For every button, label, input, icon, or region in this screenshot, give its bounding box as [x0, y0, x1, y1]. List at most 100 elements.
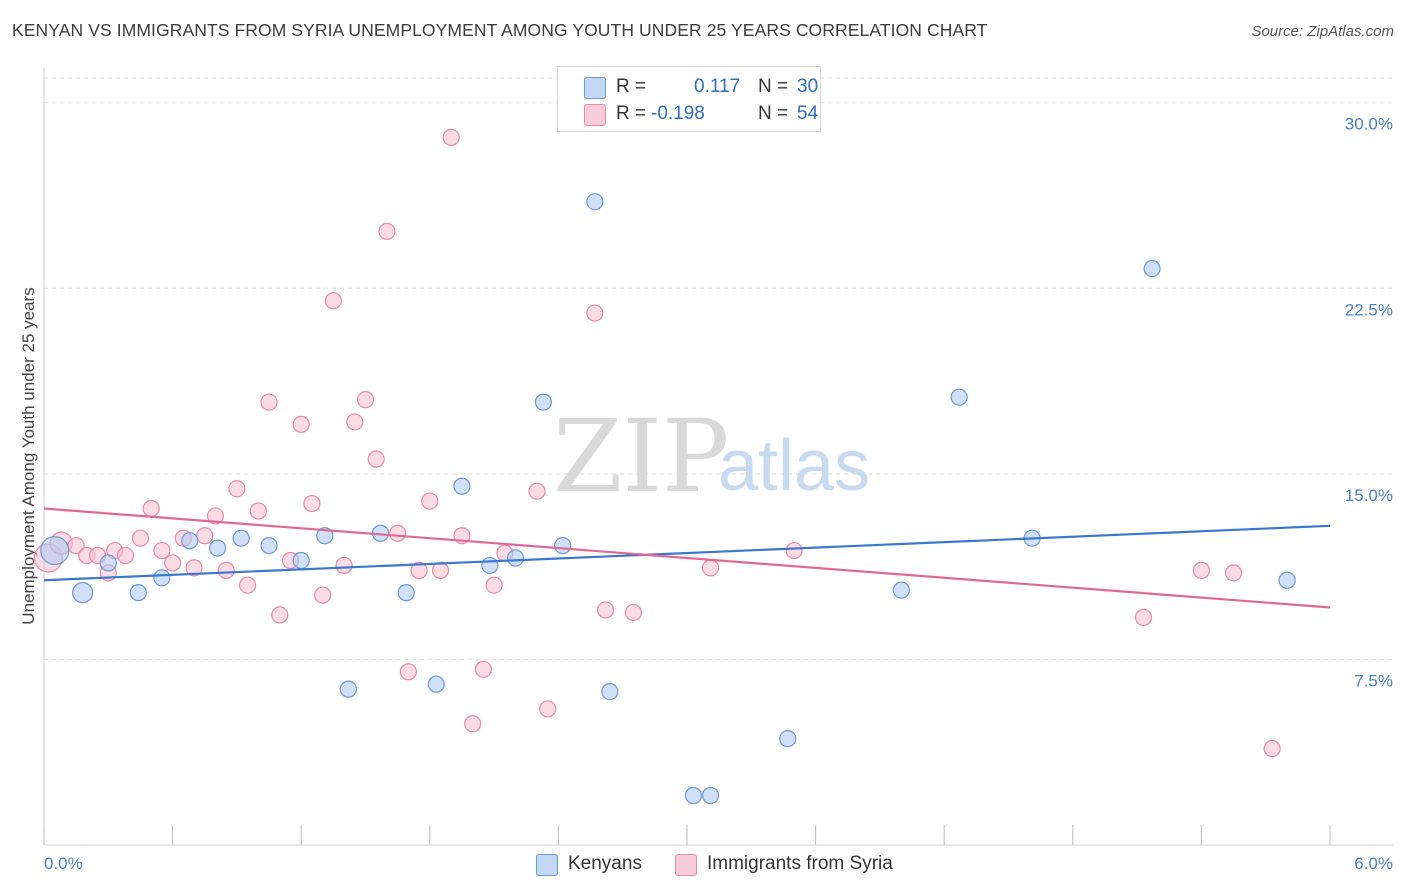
data-point-syria: [367, 450, 385, 468]
data-point-syria: [701, 559, 720, 577]
y-tick-label: 22.5%: [1345, 300, 1393, 319]
data-points: [33, 128, 1296, 805]
legend-r-label: R =: [616, 103, 647, 124]
data-point-syria: [346, 413, 364, 431]
data-point-kenyans: [950, 388, 968, 406]
data-point-syria: [164, 554, 182, 572]
data-point-syria: [260, 393, 278, 411]
data-point-kenyans: [453, 477, 471, 495]
data-point-kenyans: [316, 527, 334, 545]
data-point-kenyans: [586, 193, 604, 211]
trend-line-kenyans: [43, 524, 1331, 582]
data-point-kenyans: [779, 730, 797, 748]
stats-legend: R = 0.117 N = 30 R = -0.198 N = 54: [557, 66, 821, 132]
data-point-kenyans: [181, 532, 199, 550]
data-point-syria: [389, 524, 407, 542]
data-point-syria: [185, 559, 203, 577]
legend-r-value-kenyans: 0.117: [694, 76, 741, 97]
bottom-legend-label-syria: Immigrants from Syria: [707, 853, 893, 874]
data-point-kenyans: [232, 529, 250, 547]
data-point-kenyans: [427, 675, 445, 693]
data-point-syria: [785, 541, 803, 560]
data-point-kenyans: [153, 569, 171, 587]
data-point-kenyans: [339, 680, 357, 698]
data-point-kenyans: [129, 584, 147, 602]
data-point-syria: [116, 546, 135, 565]
legend-n-label: N =: [758, 76, 789, 97]
bottom-legend-swatch-kenyans: [536, 854, 558, 876]
data-point-syria: [1134, 608, 1153, 626]
bottom-legend-label-kenyans: Kenyans: [568, 853, 642, 874]
data-point-kenyans: [534, 393, 552, 411]
data-point-syria: [442, 128, 460, 146]
data-point-syria: [324, 292, 342, 310]
watermark-zip: ZIP: [553, 398, 729, 515]
data-point-kenyans: [397, 584, 415, 602]
data-point-syria: [153, 541, 171, 560]
legend-n-value-syria: 54: [797, 103, 819, 124]
legend-r-label: R =: [616, 76, 647, 97]
data-point-syria: [586, 304, 604, 322]
legend-swatch-syria: [584, 104, 606, 126]
data-point-syria: [356, 391, 375, 409]
axes: [43, 68, 1393, 846]
legend-n-label: N =: [758, 103, 789, 124]
data-point-kenyans: [1278, 571, 1296, 589]
data-point-kenyans: [1143, 259, 1161, 278]
y-tick-label: 7.5%: [1354, 671, 1393, 690]
data-point-syria: [624, 603, 643, 622]
data-point-syria: [596, 601, 615, 619]
data-point-kenyans: [506, 549, 525, 567]
data-point-syria: [292, 415, 310, 433]
data-point-syria: [314, 586, 332, 604]
data-point-kenyans: [40, 535, 70, 566]
data-point-kenyans: [892, 581, 910, 599]
data-point-syria: [303, 494, 321, 513]
data-point-syria: [464, 715, 482, 733]
data-point-syria: [196, 527, 214, 545]
data-point-syria: [217, 561, 235, 579]
data-point-syria: [539, 700, 557, 718]
data-point-syria: [206, 507, 225, 525]
data-point-kenyans: [292, 551, 310, 570]
chart-title: KENYAN VS IMMIGRANTS FROM SYRIA UNEMPLOY…: [12, 20, 988, 40]
data-point-kenyans: [209, 539, 227, 557]
data-point-syria: [421, 492, 439, 510]
watermark-atlas: atlas: [718, 426, 870, 506]
data-point-syria: [131, 529, 150, 547]
data-point-syria: [249, 502, 267, 520]
data-point-kenyans: [99, 554, 117, 572]
data-point-syria: [431, 561, 450, 579]
data-point-syria: [1263, 739, 1281, 758]
data-point-kenyans: [554, 537, 572, 555]
data-point-syria: [399, 663, 417, 681]
data-point-syria: [1192, 561, 1211, 579]
data-point-syria: [239, 576, 257, 594]
data-point-syria: [528, 482, 546, 500]
data-point-syria: [474, 660, 492, 678]
data-point-kenyans: [684, 786, 703, 805]
data-point-syria: [271, 606, 289, 624]
y-tick-label: 30.0%: [1345, 115, 1393, 134]
data-point-syria: [410, 561, 428, 579]
legend-r-value-syria: -0.198: [651, 103, 705, 124]
data-point-kenyans: [481, 556, 499, 575]
x-tick-label: 6.0%: [1354, 854, 1393, 873]
data-point-syria: [228, 480, 246, 498]
y-axis-title: Unemployment Among Youth under 25 years: [19, 287, 38, 624]
data-point-kenyans: [601, 682, 619, 701]
data-point-kenyans: [701, 786, 720, 805]
legend-n-value-kenyans: 30: [797, 76, 819, 97]
y-tick-label: 15.0%: [1345, 486, 1393, 505]
tick-labels: 7.5% 15.0% 22.5% 30.0% 0.0% 6.0%: [44, 115, 1393, 873]
data-point-syria: [142, 499, 160, 518]
bottom-legend-swatch-syria: [675, 854, 697, 876]
trend-lines: [43, 507, 1331, 609]
x-tick-label: 0.0%: [44, 854, 83, 873]
data-point-syria: [335, 556, 353, 575]
source-label: Source: ZipAtlas.com: [1251, 23, 1394, 40]
watermark: ZIP atlas: [553, 398, 870, 515]
data-point-syria: [485, 576, 503, 594]
data-point-syria: [378, 222, 396, 240]
